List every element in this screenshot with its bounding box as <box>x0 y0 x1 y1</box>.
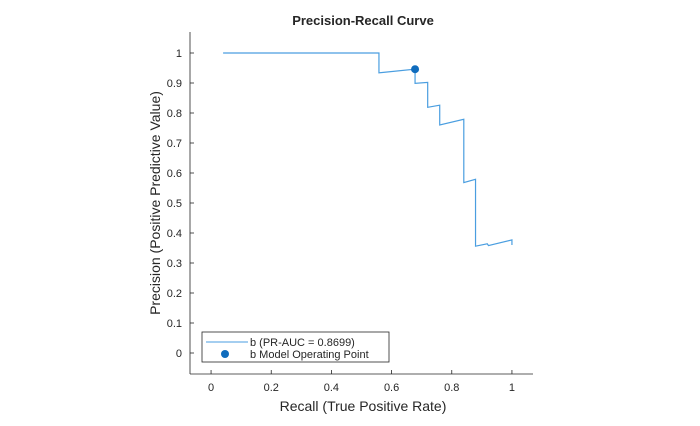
y-tick-label: 0.3 <box>167 258 182 270</box>
x-tick-label: 0.2 <box>264 382 279 394</box>
legend-entry-curve: b (PR-AUC = 0.8699) <box>250 337 355 349</box>
legend: b (PR-AUC = 0.8699) b Model Operating Po… <box>201 331 390 363</box>
x-tick-label: 1 <box>509 382 515 394</box>
pr-curve-line <box>223 52 513 247</box>
y-tick-label: 0.9 <box>167 78 182 90</box>
operating-point-marker <box>411 65 420 74</box>
x-tick-label: 0.8 <box>444 382 459 394</box>
y-tick-label: 0.4 <box>167 228 182 240</box>
x-axis-label: Recall (True Positive Rate) <box>280 398 447 414</box>
chart-title: Precision-Recall Curve <box>292 13 434 28</box>
y-tick-label: 0 <box>176 348 182 360</box>
y-tick-label: 0.6 <box>167 168 182 180</box>
y-tick-label: 1 <box>176 48 182 60</box>
legend-marker-swatch <box>221 350 229 358</box>
x-tick-label: 0.4 <box>324 382 339 394</box>
y-tick-label: 0.7 <box>167 138 182 150</box>
legend-box <box>201 331 390 363</box>
y-tick-label: 0.8 <box>167 108 182 120</box>
legend-entry-point: b Model Operating Point <box>250 349 369 361</box>
y-tick-label: 0.5 <box>167 198 182 210</box>
x-tick-label: 0.6 <box>384 382 399 394</box>
y-tick-label: 0.2 <box>167 288 182 300</box>
y-tick-label: 0.1 <box>167 318 182 330</box>
x-tick-label: 0 <box>208 382 214 394</box>
y-axis-label: Precision (Positive Predictive Value) <box>147 91 163 315</box>
